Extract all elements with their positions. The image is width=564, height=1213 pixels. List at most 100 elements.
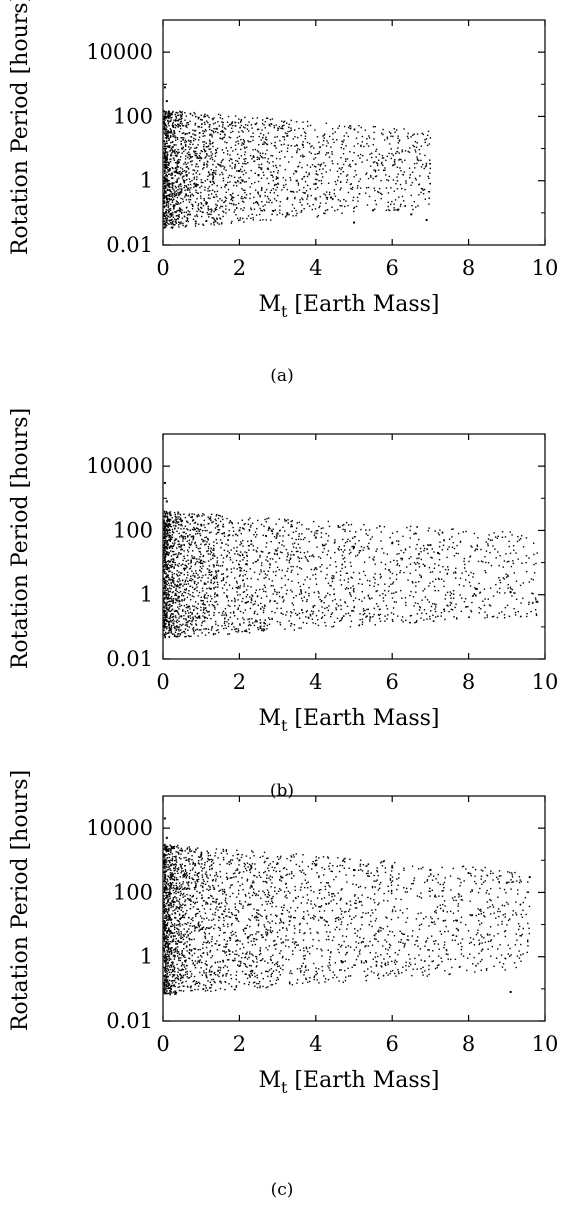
point-a-634 (373, 138, 375, 140)
point-b-1381 (163, 525, 166, 527)
point-a-1884 (357, 200, 359, 202)
point-b-1698 (203, 514, 205, 516)
point-b-1472 (420, 550, 422, 553)
point-b-782 (326, 573, 328, 576)
point-b-1625 (196, 527, 198, 529)
point-b-646 (367, 534, 369, 537)
point-a-1626 (185, 140, 188, 143)
point-a-1968 (211, 153, 214, 155)
point-b-1004 (179, 580, 181, 582)
point-a-527 (227, 181, 229, 184)
point-b-1904 (167, 620, 169, 623)
point-b-156 (282, 601, 284, 603)
x-axis-title-main-c: M (258, 1068, 281, 1093)
point-b-1696 (196, 586, 198, 588)
point-b-196 (504, 592, 506, 594)
point-b-61 (173, 511, 176, 514)
point-b-43 (256, 547, 259, 549)
point-a-1495 (365, 173, 367, 176)
point-a-567 (261, 167, 263, 169)
point-b-155 (207, 560, 210, 562)
point-a-460 (176, 217, 179, 220)
point-a-2103 (294, 170, 296, 172)
point-a-1090 (181, 198, 184, 200)
point-a-1856 (165, 142, 167, 144)
point-b-1752 (413, 533, 415, 535)
point-a-918 (172, 125, 175, 127)
point-b-1339 (505, 573, 507, 575)
point-b-407 (167, 632, 169, 634)
point-a-152 (246, 128, 249, 130)
point-a-1256 (292, 215, 294, 217)
point-a-1511 (208, 148, 210, 150)
point-b-2411 (212, 605, 215, 607)
point-c-57 (254, 985, 256, 987)
point-a-865 (229, 137, 232, 139)
point-a-1998 (163, 194, 165, 197)
point-a-198 (340, 187, 342, 189)
point-a-240 (387, 201, 389, 203)
point-a-1020 (164, 187, 166, 190)
point-a-1392 (176, 137, 179, 139)
point-a-443 (170, 119, 172, 121)
point-a-1717 (164, 156, 167, 158)
point-a-608 (316, 178, 318, 181)
point-a-973 (397, 135, 399, 137)
point-b-2153 (472, 572, 475, 575)
point-b-1876 (165, 525, 167, 528)
point-a-1293 (179, 127, 182, 130)
point-a-1697 (178, 226, 180, 228)
point-a-690 (225, 191, 228, 194)
point-a-1445 (384, 169, 386, 171)
point-a-541 (374, 189, 376, 192)
point-b-1448 (297, 543, 300, 545)
point-b-2481 (536, 552, 538, 554)
point-a-1194 (297, 165, 300, 168)
point-b-990 (204, 583, 206, 585)
point-a-1768 (252, 217, 254, 219)
point-b-2333 (441, 531, 444, 533)
point-a-896 (203, 167, 205, 169)
point-a-1896 (193, 183, 195, 185)
point-b-2059 (225, 581, 227, 584)
point-a-615 (191, 114, 194, 117)
point-a-377 (231, 130, 234, 133)
point-a-854 (166, 218, 168, 220)
point-a-131 (345, 175, 348, 177)
point-b-2187 (163, 549, 165, 552)
point-b-328 (187, 580, 189, 583)
point-a-2066 (403, 171, 406, 173)
point-a-1388 (179, 110, 181, 113)
point-a-1568 (300, 211, 302, 213)
point-a-2118 (185, 174, 187, 177)
point-b-2473 (369, 616, 371, 618)
point-a-2189 (353, 221, 355, 224)
point-a-858 (351, 188, 353, 190)
point-b-1623 (166, 597, 169, 599)
point-b-667 (239, 593, 241, 596)
point-a-310 (201, 211, 203, 213)
point-a-586 (394, 199, 397, 201)
x-axis-title-rest-c: [Earth Mass] (287, 1068, 439, 1093)
point-b-468 (308, 555, 311, 558)
point-b-2260 (391, 592, 393, 595)
point-b-974 (233, 597, 236, 599)
point-b-1903 (192, 605, 194, 607)
point-a-485 (303, 186, 305, 189)
point-b-1116 (341, 618, 343, 620)
point-a-1635 (286, 213, 288, 215)
point-b-609 (506, 561, 509, 563)
point-a-1656 (164, 119, 166, 121)
point-b-824 (236, 591, 238, 593)
point-b-1413 (229, 520, 231, 522)
point-a-1477 (408, 151, 411, 154)
point-b-1089 (228, 633, 231, 635)
point-b-1702 (170, 626, 173, 628)
point-b-1166 (179, 590, 182, 593)
point-b-1203 (167, 525, 169, 528)
point-a-1354 (318, 179, 320, 182)
point-b-1975 (199, 532, 201, 535)
point-b-405 (164, 607, 166, 609)
point-b-1080 (257, 559, 259, 561)
point-b-2597 (475, 588, 478, 591)
